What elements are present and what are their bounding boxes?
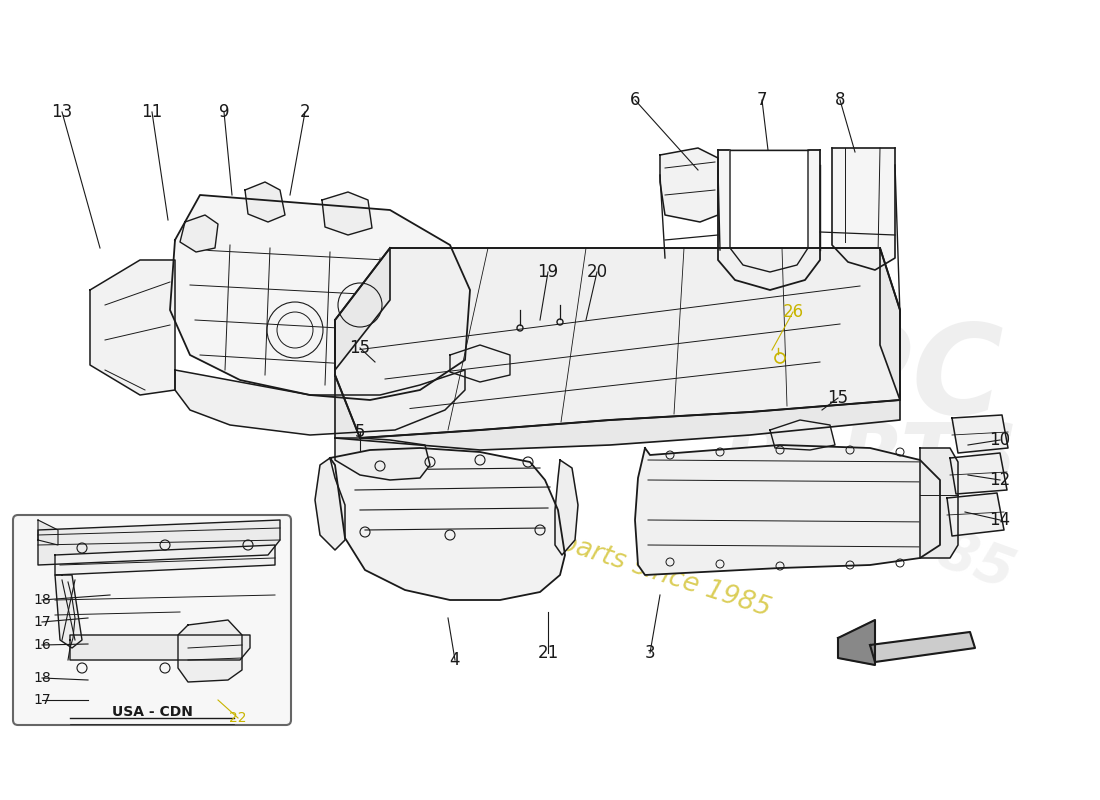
Text: 5: 5: [354, 423, 365, 441]
Text: 10: 10: [989, 431, 1011, 449]
Polygon shape: [336, 375, 900, 450]
Polygon shape: [718, 150, 820, 290]
Polygon shape: [838, 620, 875, 665]
Polygon shape: [660, 148, 718, 222]
FancyBboxPatch shape: [13, 515, 292, 725]
Polygon shape: [870, 632, 975, 662]
Polygon shape: [730, 150, 808, 272]
Polygon shape: [336, 248, 900, 438]
Polygon shape: [170, 195, 470, 400]
Text: 13: 13: [52, 103, 73, 121]
Polygon shape: [315, 458, 345, 550]
Polygon shape: [947, 493, 1004, 536]
Text: 15: 15: [350, 339, 371, 357]
Polygon shape: [330, 448, 565, 600]
Polygon shape: [178, 620, 242, 682]
Text: 4: 4: [450, 651, 460, 669]
Polygon shape: [245, 182, 285, 222]
Polygon shape: [55, 545, 275, 575]
Polygon shape: [336, 248, 390, 370]
Text: 17: 17: [33, 693, 51, 707]
Polygon shape: [450, 345, 510, 382]
Text: 19: 19: [538, 263, 559, 281]
Polygon shape: [635, 445, 940, 575]
Text: 2: 2: [299, 103, 310, 121]
Polygon shape: [770, 420, 835, 450]
Polygon shape: [180, 215, 218, 252]
Text: 3: 3: [645, 644, 656, 662]
Polygon shape: [322, 192, 372, 235]
Polygon shape: [55, 575, 82, 648]
Text: 12: 12: [989, 471, 1011, 489]
Text: USA - CDN: USA - CDN: [111, 705, 192, 719]
Polygon shape: [952, 415, 1008, 453]
Polygon shape: [70, 635, 250, 660]
Text: 8: 8: [835, 91, 845, 109]
Text: 18: 18: [33, 593, 51, 607]
Polygon shape: [90, 260, 175, 395]
Text: EPC: EPC: [736, 319, 1004, 441]
Polygon shape: [556, 460, 578, 555]
Polygon shape: [950, 453, 1006, 494]
Polygon shape: [880, 248, 900, 400]
Polygon shape: [336, 438, 430, 480]
Text: PARTS: PARTS: [723, 419, 1018, 501]
Text: 17: 17: [33, 615, 51, 629]
Text: 7: 7: [757, 91, 768, 109]
Polygon shape: [175, 370, 465, 435]
Text: 22: 22: [229, 711, 246, 725]
Text: 16: 16: [33, 638, 51, 652]
Polygon shape: [39, 520, 280, 565]
Text: 15: 15: [827, 389, 848, 407]
Text: 18: 18: [33, 671, 51, 685]
Text: 20: 20: [586, 263, 607, 281]
Polygon shape: [832, 148, 895, 270]
Text: 21: 21: [538, 644, 559, 662]
Text: 6: 6: [629, 91, 640, 109]
Text: a passion for parts since 1985: a passion for parts since 1985: [386, 474, 773, 622]
Polygon shape: [39, 520, 58, 545]
Polygon shape: [920, 448, 958, 558]
Text: 14: 14: [989, 511, 1011, 529]
Text: 9: 9: [219, 103, 229, 121]
Text: 1985: 1985: [858, 498, 1022, 602]
Text: 11: 11: [142, 103, 163, 121]
Text: 26: 26: [782, 303, 804, 321]
